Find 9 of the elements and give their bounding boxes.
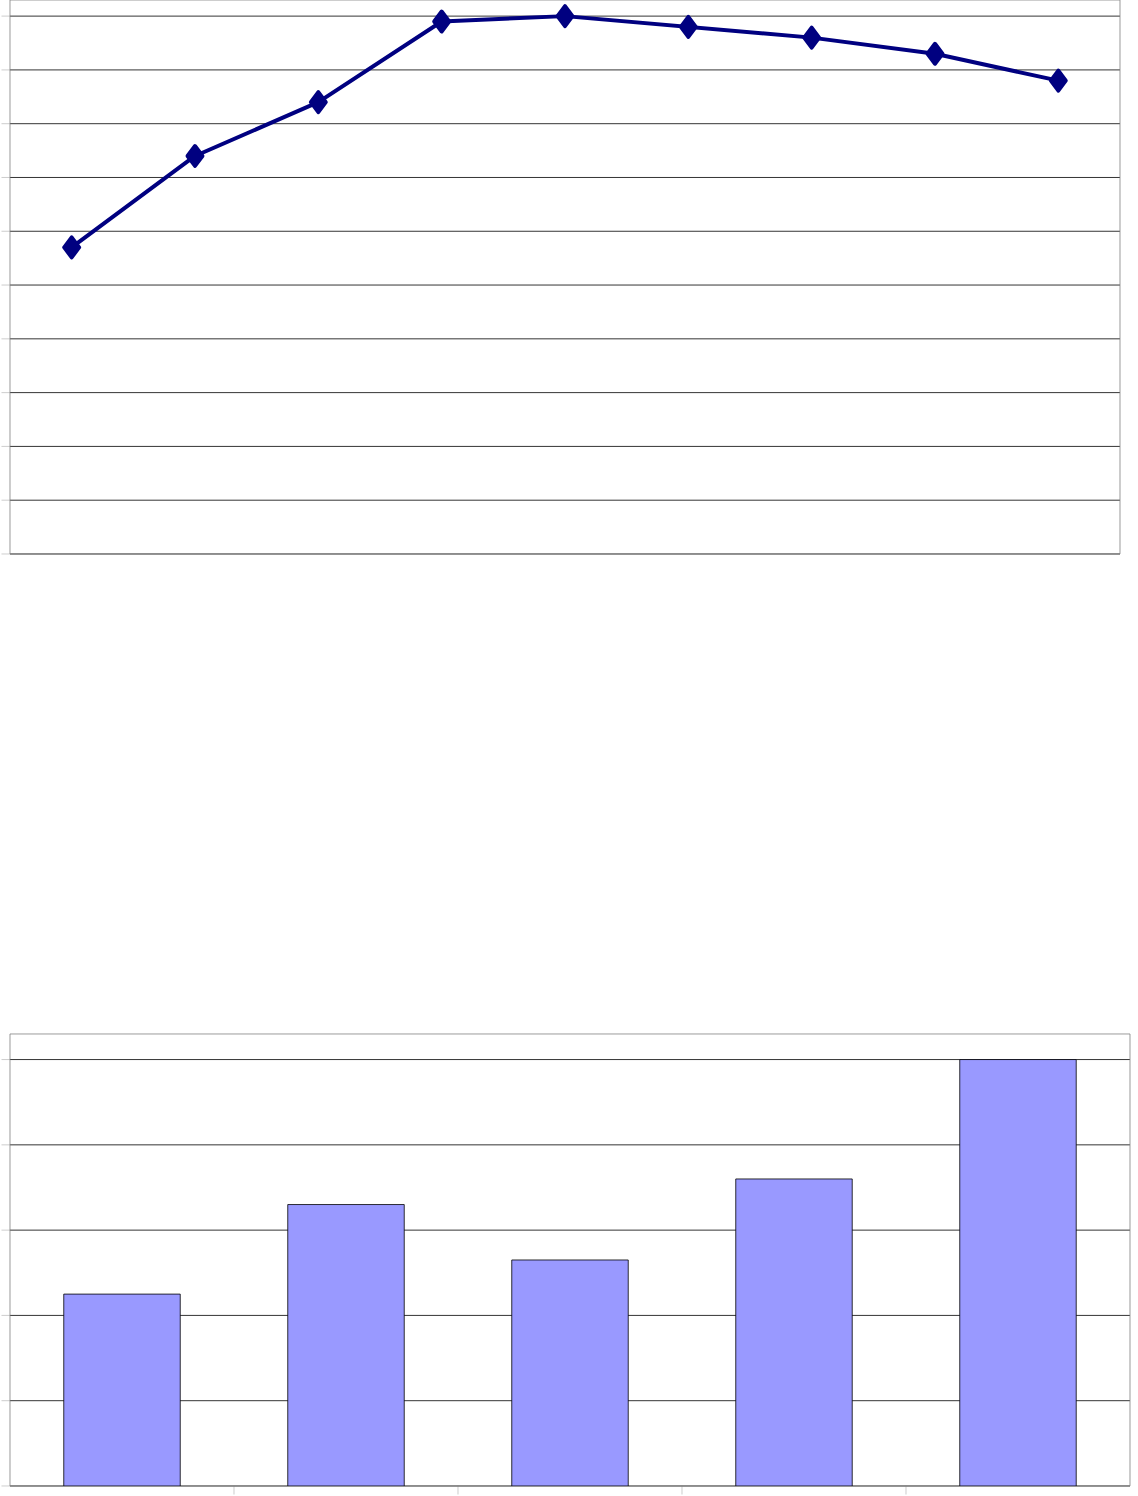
point bbox=[1048, 68, 1068, 93]
point bbox=[555, 4, 575, 29]
point bbox=[308, 90, 328, 115]
point bbox=[185, 144, 205, 168]
point bbox=[925, 41, 945, 66]
point bbox=[802, 25, 822, 50]
point bbox=[62, 235, 82, 260]
point bbox=[678, 14, 698, 39]
point bbox=[432, 9, 452, 34]
